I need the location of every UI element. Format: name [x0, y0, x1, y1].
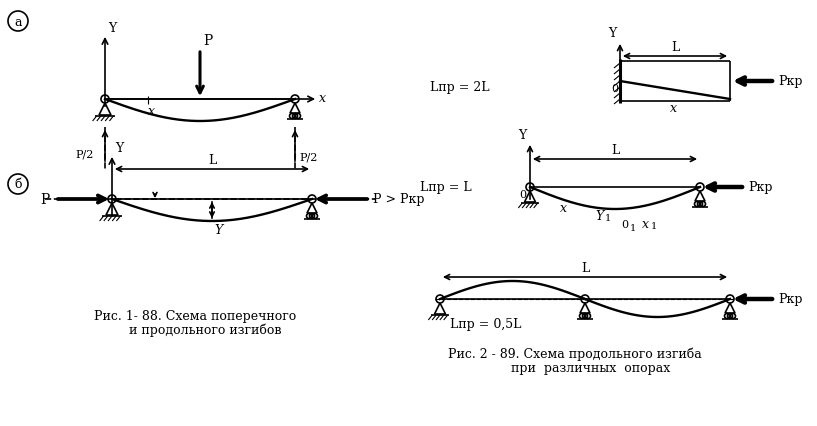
Text: L: L [208, 154, 217, 167]
Text: x: x [642, 218, 649, 230]
Text: Y: Y [214, 224, 222, 236]
Text: x: x [148, 105, 155, 118]
Text: P: P [203, 34, 212, 48]
Text: P/2: P/2 [75, 150, 93, 160]
Text: Pкр: Pкр [778, 75, 802, 88]
Text: P > Pкр: P > Pкр [373, 193, 425, 206]
Text: а: а [14, 15, 22, 29]
Text: 0: 0 [622, 219, 628, 230]
Text: Y: Y [518, 129, 526, 142]
Text: 1: 1 [630, 224, 636, 233]
Text: 1: 1 [605, 213, 611, 222]
Text: Pкр: Pкр [778, 293, 802, 306]
Text: Pкр: Pкр [748, 181, 773, 194]
Text: L: L [611, 144, 619, 157]
Text: при  различных  опорах: при различных опорах [480, 361, 671, 374]
Text: Y: Y [595, 210, 603, 222]
Text: Lпр = 2L: Lпр = 2L [430, 81, 489, 93]
Text: L: L [671, 41, 679, 54]
Text: Y: Y [608, 27, 616, 40]
Text: Рис. 2 - 89. Схема продольного изгиба: Рис. 2 - 89. Схема продольного изгиба [449, 347, 702, 361]
Text: 0: 0 [611, 84, 618, 94]
Text: x: x [560, 201, 567, 215]
Text: 0: 0 [519, 190, 526, 199]
Text: и продольного изгибов: и продольного изгибов [109, 323, 281, 337]
Text: 1: 1 [651, 222, 657, 230]
Text: L: L [581, 262, 589, 274]
Text: Lпр = 0,5L: Lпр = 0,5L [450, 317, 521, 330]
Text: Y: Y [108, 22, 116, 35]
Text: P/2: P/2 [299, 153, 317, 163]
Text: Y: Y [115, 142, 123, 155]
Text: Lпр = L: Lпр = L [420, 181, 471, 194]
Text: Рис. 1- 88. Схема поперечного: Рис. 1- 88. Схема поперечного [94, 309, 296, 322]
Text: P: P [41, 193, 50, 207]
Text: x: x [319, 91, 326, 104]
Text: б: б [14, 178, 22, 191]
Text: x: x [670, 102, 677, 115]
